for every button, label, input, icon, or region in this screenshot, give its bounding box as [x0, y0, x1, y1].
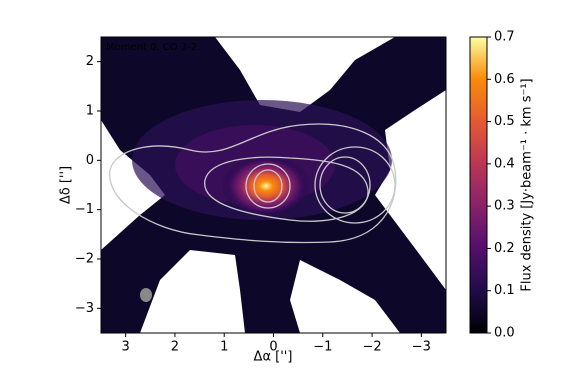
- colorbar-tick-label: 0.3: [494, 199, 515, 214]
- colorbar-tick-label: 0.7: [494, 30, 515, 45]
- x-tick-label: 0: [269, 340, 277, 355]
- colorbar: [469, 36, 488, 334]
- colorbar-tick-label: 0.6: [494, 72, 515, 87]
- colorbar-tick-label: 0.0: [494, 326, 515, 341]
- annotation: Moment 0, CO 3-2: [106, 42, 197, 53]
- colorbar-label: Flux density [Jy·beam⁻¹ · km s⁻¹]: [520, 78, 535, 291]
- y-tick-label: −3: [75, 301, 94, 316]
- x-tick-label: 2: [171, 340, 179, 355]
- y-tick-label: 0: [86, 153, 94, 168]
- x-axis-label: Δα ['']: [254, 350, 293, 365]
- y-tick-label: −2: [75, 252, 94, 267]
- y-axis-label: Δδ ['']: [59, 166, 74, 204]
- x-tick-label: −3: [412, 340, 431, 355]
- x-tick-label: 1: [220, 340, 228, 355]
- beam: [140, 288, 152, 302]
- colorbar-tick-label: 0.4: [494, 156, 515, 171]
- contour: [319, 156, 371, 214]
- colorbar-tick-label: 0.2: [494, 241, 515, 256]
- contour: [253, 169, 283, 203]
- contour: [245, 163, 291, 209]
- contour: [109, 123, 397, 244]
- y-tick-label: 1: [86, 104, 94, 119]
- core: [221, 154, 311, 218]
- x-tick-label: −2: [362, 340, 381, 355]
- y-tick-label: 2: [86, 54, 94, 69]
- contour: [204, 156, 369, 222]
- colorbar-tick-label: 0.1: [494, 283, 515, 298]
- y-tick-label: −1: [75, 202, 94, 217]
- contour: [314, 146, 396, 224]
- x-tick-label: −1: [313, 340, 332, 355]
- x-tick-label: 3: [122, 340, 130, 355]
- colorbar-tick-label: 0.5: [494, 114, 515, 129]
- moment-map: [101, 37, 446, 333]
